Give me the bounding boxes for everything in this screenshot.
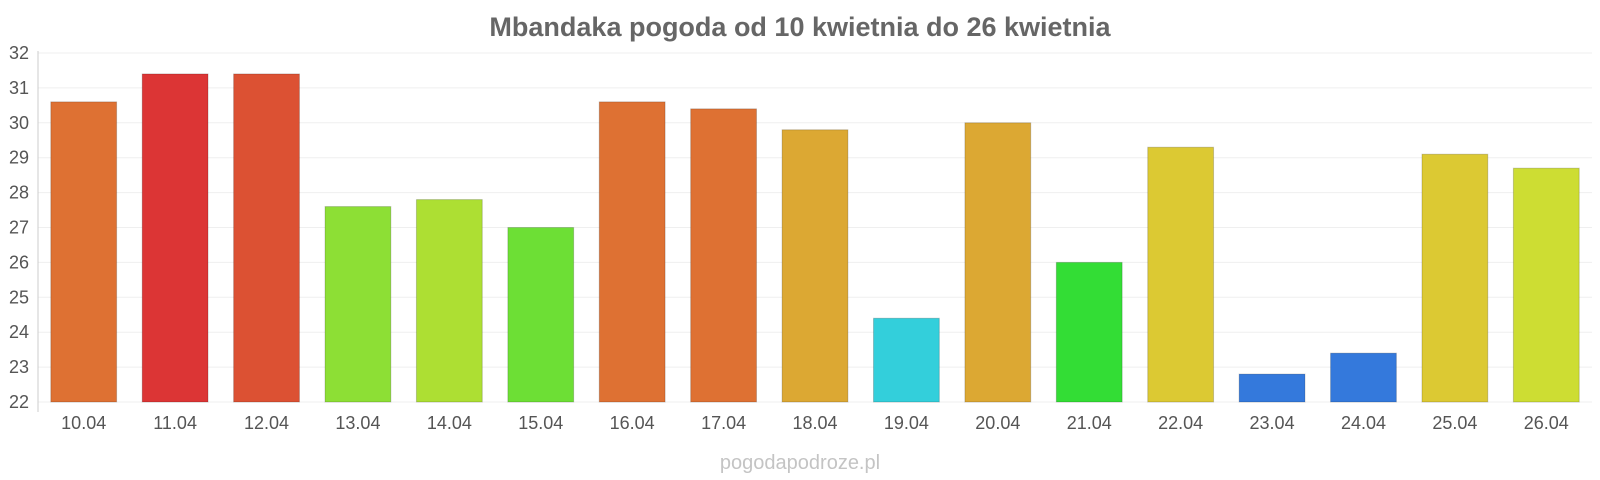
bar-16.04: [598, 101, 666, 403]
y-tick-label: 30: [9, 113, 29, 133]
bar-19.04: [873, 317, 940, 403]
x-tick-label: 21.04: [1067, 413, 1112, 433]
x-tick-label: 13.04: [335, 413, 380, 433]
x-tick-label: 20.04: [975, 413, 1020, 433]
bar-12.04: [233, 73, 300, 403]
y-tick-label: 29: [9, 148, 29, 168]
y-tick-label: 22: [9, 392, 29, 412]
x-tick-label: 26.04: [1524, 413, 1569, 433]
x-tick-label: 24.04: [1341, 413, 1386, 433]
y-tick-label: 24: [9, 322, 29, 342]
bar-20.04: [964, 122, 1032, 403]
bar-15.04: [507, 227, 575, 403]
bar-13.04: [324, 206, 392, 403]
x-tick-label: 25.04: [1432, 413, 1477, 433]
x-tick-label: 14.04: [427, 413, 472, 433]
watermark-text: pogodapodroze.pl: [720, 452, 880, 474]
bar-24.04: [1330, 352, 1397, 403]
x-tick-label: 12.04: [244, 413, 289, 433]
y-tick-label: 23: [9, 357, 29, 377]
y-tick-label: 31: [9, 78, 29, 98]
y-tick-label: 32: [9, 43, 29, 63]
y-tick-label: 27: [9, 218, 29, 238]
x-tick-label: 18.04: [792, 413, 837, 433]
y-axis-ticks: 22 23 24 25 26 27 28 29 30 31 32: [9, 43, 29, 412]
bar-25.04: [1421, 153, 1489, 403]
bar-11.04: [141, 73, 209, 403]
y-tick-label: 26: [9, 252, 29, 272]
x-tick-label: 16.04: [610, 413, 655, 433]
y-tick-label: 28: [9, 183, 29, 203]
x-tick-label: 22.04: [1158, 413, 1203, 433]
bar-26.04: [1512, 167, 1580, 403]
bar-23.04: [1238, 373, 1306, 403]
bars: [50, 73, 1580, 403]
x-axis-ticks: 10.04 11.04 12.04 13.04 14.04 15.04 16.04 17.04…: [61, 413, 1569, 433]
chart-title: Mbandaka pogoda od 10 kwietnia do 26 kwi…: [489, 12, 1111, 42]
x-tick-label: 23.04: [1250, 413, 1295, 433]
x-tick-label: 19.04: [884, 413, 929, 433]
bar-18.04: [781, 129, 849, 403]
x-tick-label: 15.04: [518, 413, 563, 433]
bar-21.04: [1055, 261, 1123, 403]
bar-22.04: [1147, 146, 1215, 403]
bar-14.04: [415, 199, 483, 403]
bar-10.04: [50, 101, 118, 403]
x-tick-label: 17.04: [701, 413, 746, 433]
x-tick-label: 10.04: [61, 413, 106, 433]
x-tick-label: 11.04: [153, 413, 197, 433]
bar-17.04: [690, 108, 757, 403]
y-tick-label: 25: [9, 287, 29, 307]
